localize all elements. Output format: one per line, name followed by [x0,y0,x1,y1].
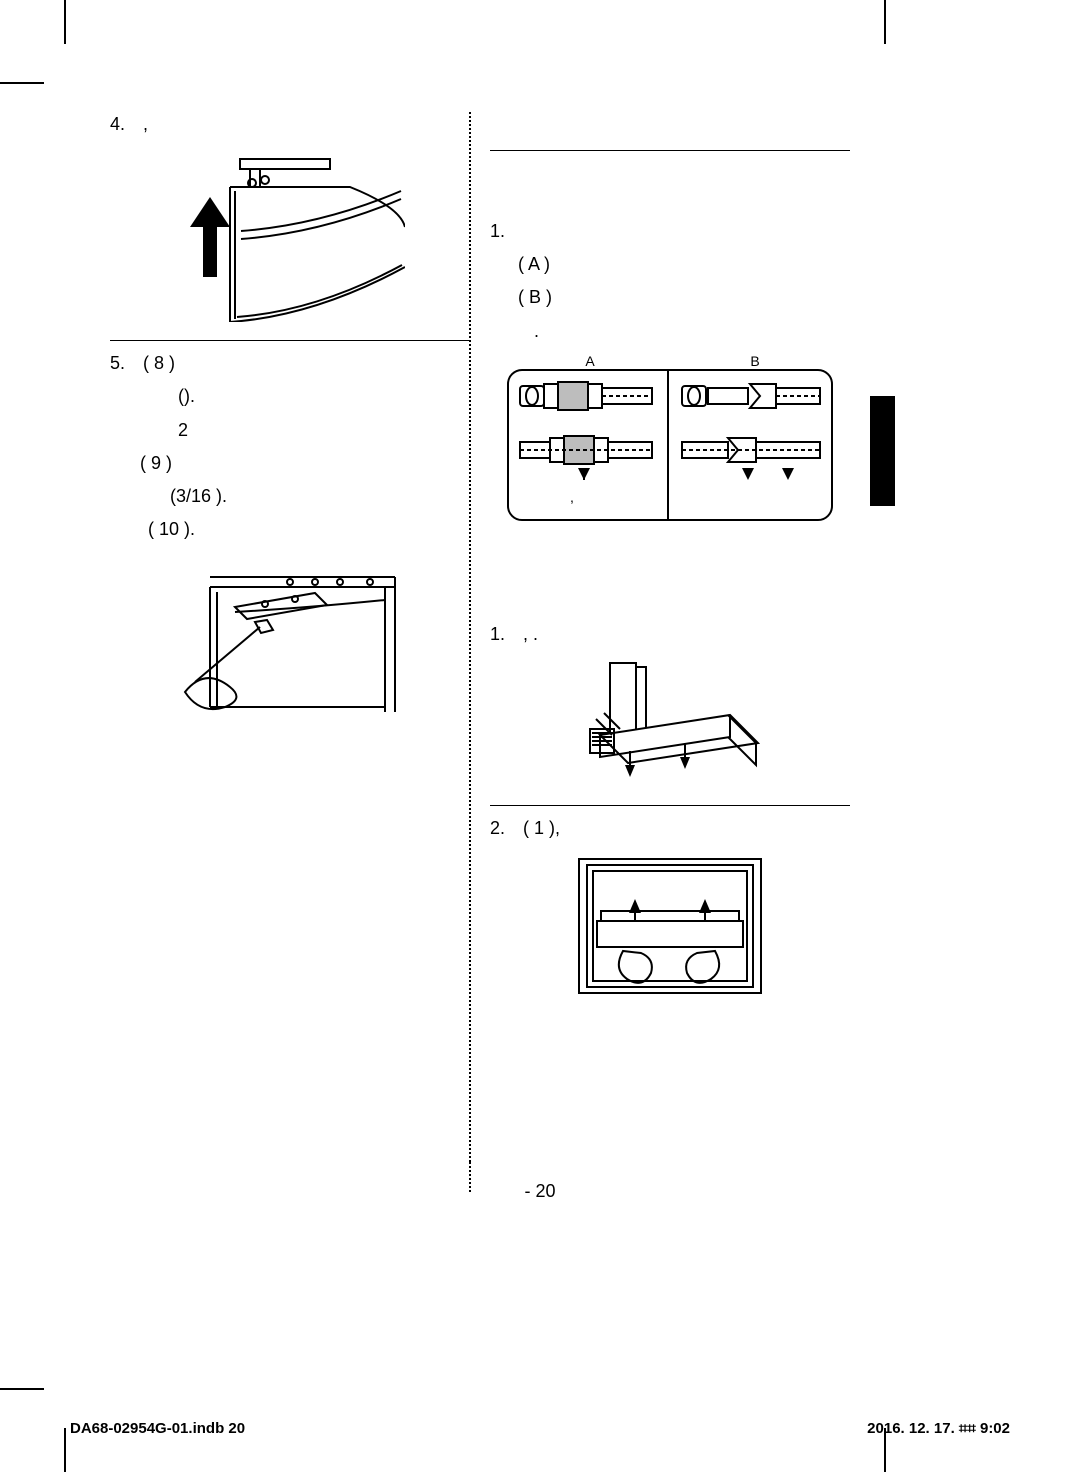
text: . [534,321,539,341]
step-number: 4. [110,112,138,137]
cropmark [0,82,44,84]
cropmark [64,0,66,44]
rule [490,805,850,806]
figure-hinge-screws [110,552,470,712]
left-column: 4. , [110,112,470,730]
step-5-line: 2 [110,418,470,443]
text: 2 [178,420,188,440]
page-number: - 20 [0,1181,1080,1202]
figure-connectors: A B [490,354,850,534]
svg-text:,: , [570,489,574,505]
step-text: ( 1 ), [523,818,560,838]
footer-filename: DA68-02954G-01.indb 20 [70,1420,245,1437]
right-column: 1. ( A ) ( B ) . A B [490,112,850,1019]
step-1a: 1. [490,219,850,244]
cropmark [884,0,886,44]
footer: DA68-02954G-01.indb 20 2016. 12. 17. ⌗⌗ … [70,1420,1010,1437]
step-1a-line: ( B ) [490,285,850,310]
cropmark [0,1388,44,1390]
page-root: 4. , [0,0,1080,1472]
step-4: 4. , [110,112,470,137]
step-number: 1. [490,219,518,244]
step-1a-line: ( A ) [490,252,850,277]
rule [490,150,850,151]
step-5-line: ( 10 ). [110,517,470,542]
step-5-line: ( 9 ) [110,451,470,476]
step-text: , [143,114,148,134]
text: (). [178,386,195,406]
text: ( A ) [518,254,550,274]
figure-lift-bin [490,851,850,1001]
text: ( 10 ). [148,519,195,539]
step-5-line: (3/16 ). [110,484,470,509]
footer-timestamp: 2016. 12. 17. ⌗⌗ 9:02 [867,1420,1010,1437]
step-5-line: (). [110,384,470,409]
step-2: 2. ( 1 ), [490,816,850,841]
step-5: 5. ( 8 ) [110,351,470,376]
step-text: , . [523,624,538,644]
label-b: B [750,354,759,369]
step-number: 1. [490,622,518,647]
step-number: 5. [110,351,138,376]
figure-open-drawer [490,657,850,787]
section-tab [870,396,895,506]
step-1a-line: . [490,319,850,344]
text: ( B ) [518,287,552,307]
text: (3/16 ). [170,486,227,506]
label-a: A [585,354,595,369]
step-1b: 1. , . [490,622,850,647]
step-number: 2. [490,816,518,841]
rule [110,340,470,341]
figure-lift-door [110,147,470,322]
cropmark [64,1428,66,1472]
text: ( 9 ) [140,453,172,473]
step-text: ( 8 ) [143,353,175,373]
